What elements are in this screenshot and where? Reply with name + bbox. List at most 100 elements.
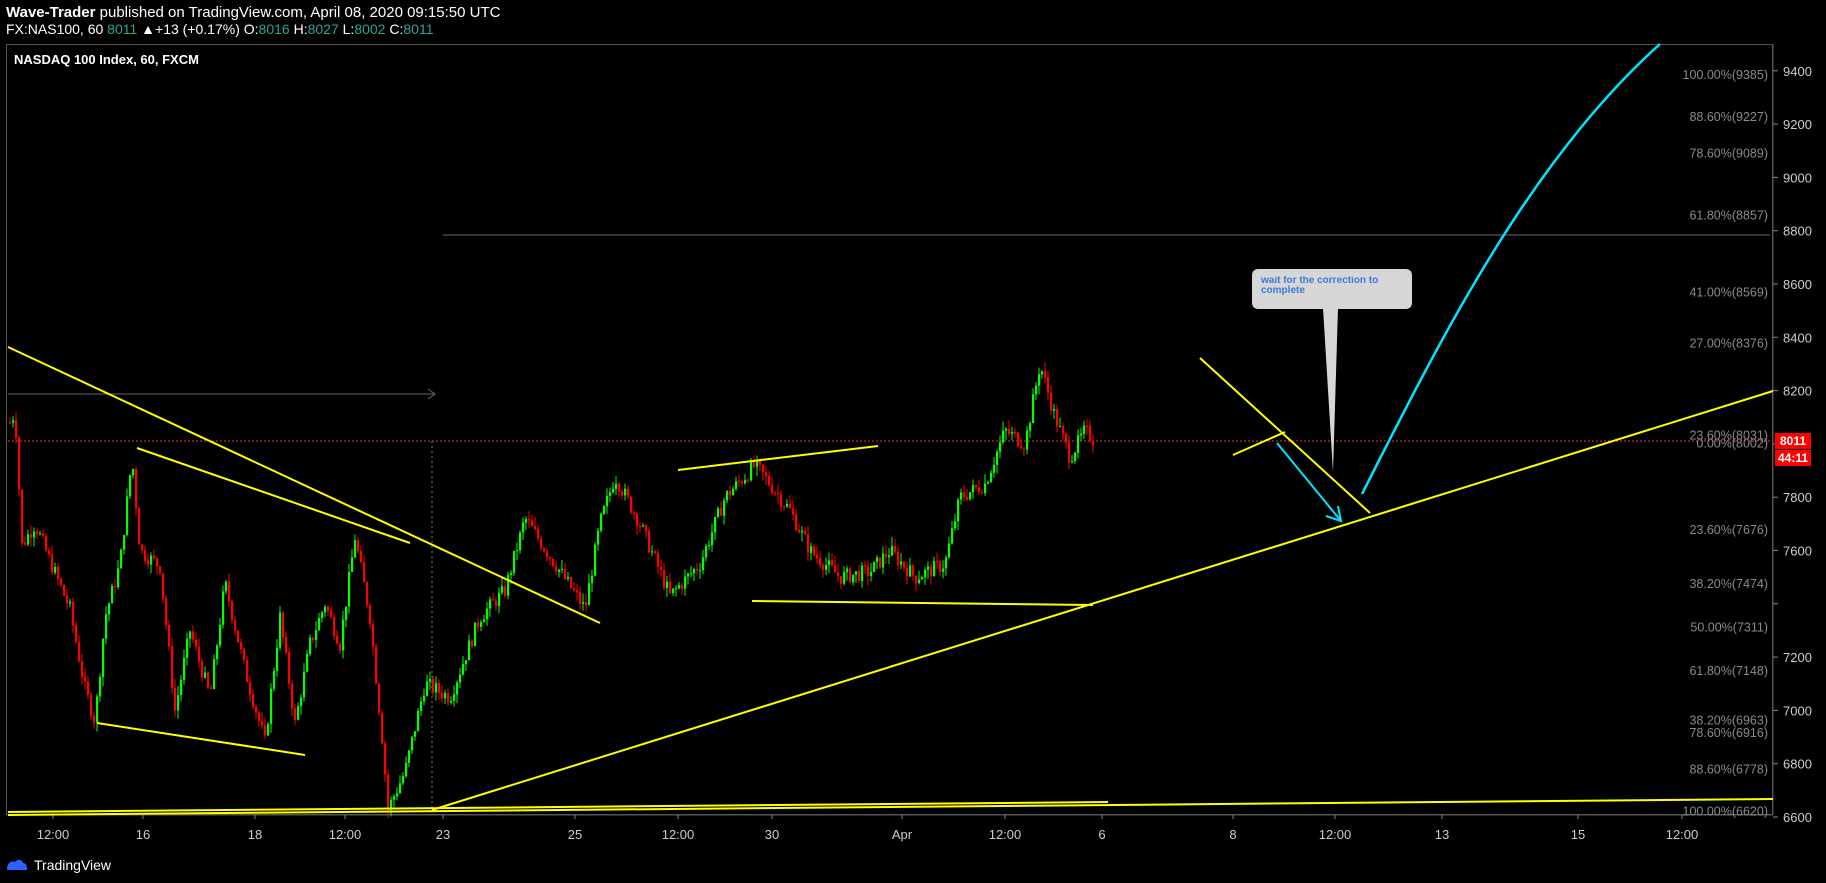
- candle-body: [984, 483, 987, 494]
- candle-body: [144, 550, 147, 561]
- candle-body: [591, 575, 594, 584]
- candle-body: [738, 481, 741, 483]
- rising-support-line: [431, 390, 1774, 811]
- candle-body: [186, 638, 189, 658]
- candle-body: [786, 504, 789, 507]
- candle-body: [471, 640, 474, 647]
- candle-body: [864, 565, 867, 567]
- candle-body: [477, 622, 480, 627]
- candle-body: [804, 530, 807, 535]
- low-label: L:: [342, 21, 355, 37]
- open-label: O:: [243, 21, 259, 37]
- candle-body: [720, 508, 723, 516]
- candle-body: [363, 561, 366, 583]
- candle-body: [21, 489, 24, 543]
- candle-body: [858, 571, 861, 582]
- candle-body: [12, 420, 15, 423]
- author-name[interactable]: Wave-Trader: [6, 4, 96, 21]
- candle-body: [609, 492, 612, 496]
- candle-body: [147, 560, 150, 565]
- candle-body: [159, 566, 162, 574]
- candle-body: [384, 743, 387, 775]
- candle-body: [1002, 430, 1005, 443]
- current-price-text: 8011: [1780, 434, 1806, 448]
- candle-body: [1026, 430, 1029, 450]
- candle-body: [624, 488, 627, 496]
- symbol-label: FX:NAS100, 60: [6, 21, 104, 37]
- candle-body: [531, 520, 534, 527]
- candle-body: [918, 579, 921, 584]
- candle-body: [111, 585, 114, 604]
- candle-body: [711, 532, 714, 546]
- candle-body: [432, 678, 435, 693]
- candle-body: [675, 588, 678, 590]
- candle-body: [540, 538, 543, 549]
- fib-level-label: 78.60%(9089): [1689, 147, 1768, 161]
- candle-body: [69, 601, 72, 604]
- candle-body: [681, 585, 684, 589]
- candle-body: [51, 554, 54, 573]
- candle-body: [246, 659, 249, 683]
- candle-body: [927, 566, 930, 570]
- last-price: 8011: [107, 21, 138, 37]
- candle-body: [447, 692, 450, 703]
- candle-body: [222, 591, 225, 625]
- candle-body: [1005, 428, 1008, 431]
- candle-body: [525, 519, 528, 523]
- candle-body: [963, 492, 966, 498]
- projection-drop-line: [1276, 442, 1342, 522]
- candle-body: [351, 557, 354, 572]
- candle-body: [876, 557, 879, 562]
- candle-body: [165, 598, 168, 626]
- fib-level-label: 41.00%(8569): [1689, 285, 1768, 299]
- candle-body: [498, 592, 501, 606]
- candle-body: [921, 577, 924, 580]
- candle-body: [267, 723, 270, 736]
- time-tick-label: 25: [568, 827, 582, 842]
- candle-body: [870, 571, 873, 577]
- price-tick-label: 7000: [1783, 703, 1812, 718]
- candle-body: [474, 622, 477, 647]
- candle-body: [309, 637, 312, 654]
- candle-body: [717, 508, 720, 517]
- chart-title: NASDAQ 100 Index, 60, FXCM: [14, 52, 199, 67]
- candle-body: [45, 535, 48, 551]
- ohlc-bar: FX:NAS100, 60 8011 ▲+13 (+0.17%) O:8016 …: [6, 21, 433, 37]
- candle-body: [336, 635, 339, 644]
- brand-name[interactable]: TradingView: [34, 857, 112, 873]
- candle-body: [663, 570, 666, 588]
- candle-body: [885, 553, 888, 558]
- base-line-1: [7, 801, 1109, 813]
- candle-body: [600, 513, 603, 531]
- candle-body: [78, 641, 81, 662]
- candle-body: [318, 617, 321, 631]
- candle-body: [981, 492, 984, 494]
- candle-body: [360, 551, 363, 562]
- price-tick-label: 6800: [1783, 757, 1812, 772]
- candle-body: [960, 492, 963, 500]
- candle-body: [174, 687, 177, 711]
- candle-body: [1011, 432, 1014, 434]
- annotation-callout[interactable]: wait for the correction to complete: [1252, 269, 1412, 472]
- candle-body: [840, 576, 843, 584]
- time-tick-label: 12:00: [37, 827, 70, 842]
- candle-body: [672, 588, 675, 593]
- range-lower-line: [751, 600, 1094, 606]
- candle-body: [243, 648, 246, 660]
- candle-body: [429, 678, 432, 682]
- candle-body: [687, 573, 690, 577]
- time-tick-label: 16: [136, 827, 150, 842]
- fib-level-label: 0.00%(8002): [1696, 436, 1768, 450]
- candle-body: [645, 525, 648, 531]
- candle-body: [210, 687, 213, 689]
- fib-level-label: 38.20%(7474): [1689, 577, 1768, 591]
- candle-body: [288, 652, 291, 684]
- candle-body: [528, 519, 531, 521]
- candle-body: [666, 581, 669, 588]
- time-tick-label: 6: [1098, 827, 1105, 842]
- candle-body: [1029, 423, 1032, 431]
- candle-body: [57, 567, 60, 579]
- candle-body: [639, 526, 642, 528]
- candle-body: [354, 540, 357, 558]
